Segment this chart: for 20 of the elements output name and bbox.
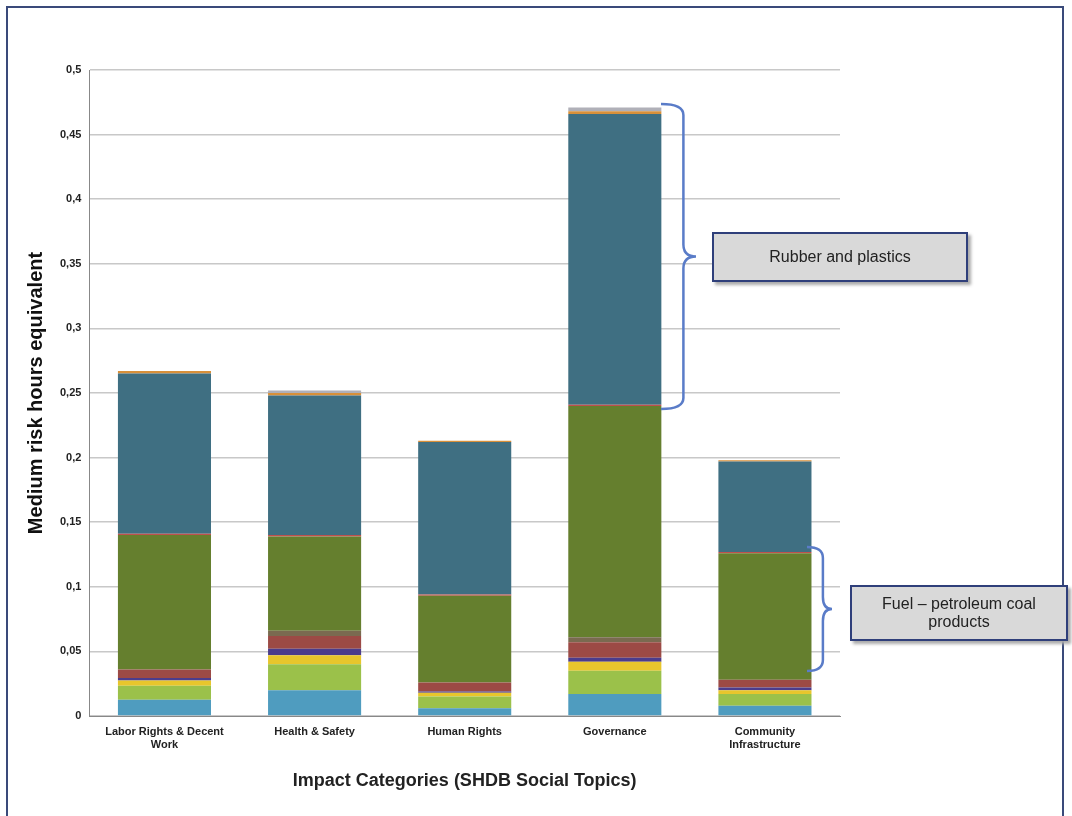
y-tick-label: 0,35: [59, 256, 82, 269]
x-axis-title: Impact Categories (SHDB Social Topics): [292, 770, 637, 791]
x-tick-label: Health & Safety: [274, 724, 356, 737]
y-tick-label: 0,25: [59, 386, 82, 399]
callout-box: Rubber and plastics: [712, 232, 968, 282]
x-tick-label: Governance: [583, 724, 647, 737]
x-tick-label: Community Infrastructure: [729, 724, 801, 750]
y-tick-label: 0,1: [66, 579, 82, 592]
x-tick-label: Labor Rights & Decent Work: [105, 724, 225, 750]
callout-box: Fuel – petroleum coal products: [850, 585, 1068, 641]
y-tick-label: 0: [75, 709, 82, 722]
y-tick-label: 0,5: [66, 63, 82, 76]
y-tick-label: 0,3: [66, 321, 82, 334]
y-tick-label: 0,15: [59, 515, 82, 528]
y-tick-label: 0,4: [66, 192, 83, 205]
x-tick-label: Human Rights: [427, 724, 502, 737]
y-axis-title: Medium risk hours equivalent: [23, 251, 46, 535]
y-tick-label: 0,45: [59, 127, 82, 140]
y-tick-label: 0,05: [59, 644, 82, 657]
y-tick-label: 0,2: [66, 450, 82, 463]
